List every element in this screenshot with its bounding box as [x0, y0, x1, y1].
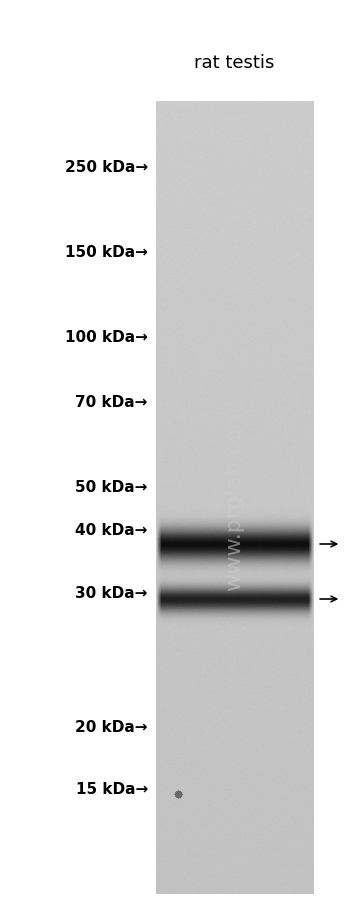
Text: 30 kDa→: 30 kDa→: [75, 586, 148, 601]
Text: rat testis: rat testis: [194, 54, 275, 72]
Text: 20 kDa→: 20 kDa→: [75, 720, 148, 735]
Text: www.ptglab.com: www.ptglab.com: [224, 405, 245, 591]
Text: 150 kDa→: 150 kDa→: [65, 245, 148, 260]
Text: 70 kDa→: 70 kDa→: [75, 395, 148, 410]
Text: 50 kDa→: 50 kDa→: [75, 480, 148, 495]
Text: 250 kDa→: 250 kDa→: [65, 161, 148, 175]
Text: 40 kDa→: 40 kDa→: [75, 523, 148, 538]
Text: 100 kDa→: 100 kDa→: [65, 330, 148, 345]
Text: 15 kDa→: 15 kDa→: [76, 782, 148, 796]
